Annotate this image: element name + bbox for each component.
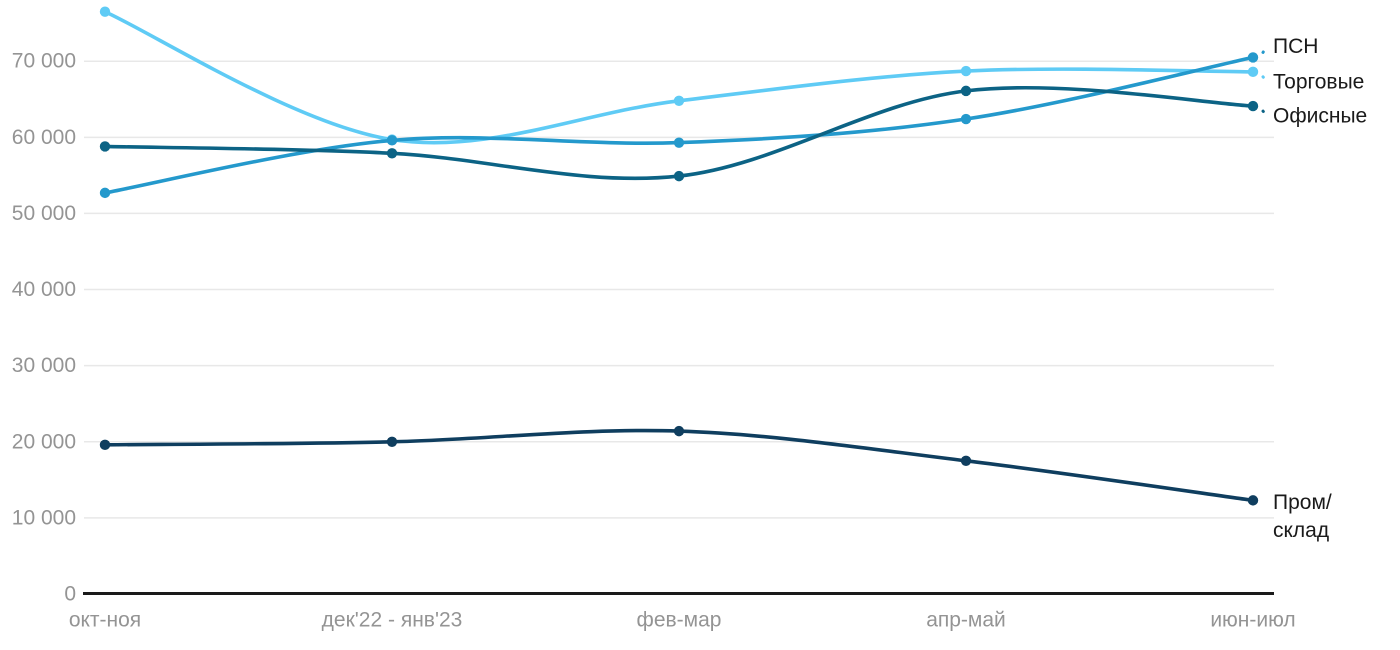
data-point-псн — [99, 187, 111, 199]
y-axis-tick-label: 60 000 — [12, 126, 76, 149]
data-point-пром-склад — [386, 436, 398, 447]
data-point-псн — [673, 137, 685, 148]
data-point-торговые — [673, 95, 685, 106]
data-point-офисные — [99, 141, 111, 152]
data-point-торговые — [99, 6, 111, 17]
data-point-торговые — [1247, 66, 1259, 78]
y-axis-tick-label: 20 000 — [12, 430, 76, 453]
data-point-офисные — [1247, 100, 1259, 112]
series-label-пром-склад: склад — [1273, 519, 1329, 542]
data-point-пром-склад — [99, 439, 111, 451]
y-axis-tick-label: 0 — [64, 583, 76, 606]
x-axis-tick-label: дек'22 - янв'23 — [322, 609, 463, 632]
data-point-псн — [386, 135, 398, 146]
series-line-торговые — [103, 9, 1255, 145]
series-label-торговые: Торговые — [1273, 70, 1364, 93]
data-point-псн — [960, 113, 972, 125]
x-axis-tick-label: фев-мар — [637, 609, 722, 632]
series-label-псн: ПСН — [1273, 35, 1318, 58]
y-axis-tick-label: 30 000 — [12, 354, 76, 377]
data-point-офисные — [386, 148, 398, 159]
data-point-офисные — [673, 170, 685, 182]
data-point-офисные — [960, 85, 972, 97]
x-axis-tick-label: окт-ноя — [69, 609, 141, 632]
data-point-псн — [1247, 52, 1259, 63]
y-axis-tick-label: 40 000 — [12, 278, 76, 301]
data-point-торговые — [960, 65, 972, 77]
data-point-пром-склад — [960, 455, 972, 467]
data-point-пром-склад — [673, 425, 685, 437]
label-connector-офисные — [1261, 109, 1269, 118]
label-connector-торговые — [1261, 75, 1269, 84]
y-axis-tick-label: 70 000 — [12, 50, 76, 73]
y-axis-tick-label: 10 000 — [12, 506, 76, 529]
series-label-пром-склад: Пром/ — [1273, 491, 1332, 514]
y-axis-tick-label: 50 000 — [12, 202, 76, 225]
label-connector-псн — [1261, 44, 1269, 54]
x-axis-tick-label: апр-май — [926, 609, 1006, 632]
series-label-офисные: Офисные — [1273, 105, 1367, 128]
data-point-пром-склад — [1247, 495, 1259, 506]
x-axis-tick-label: июн-июл — [1210, 609, 1295, 632]
